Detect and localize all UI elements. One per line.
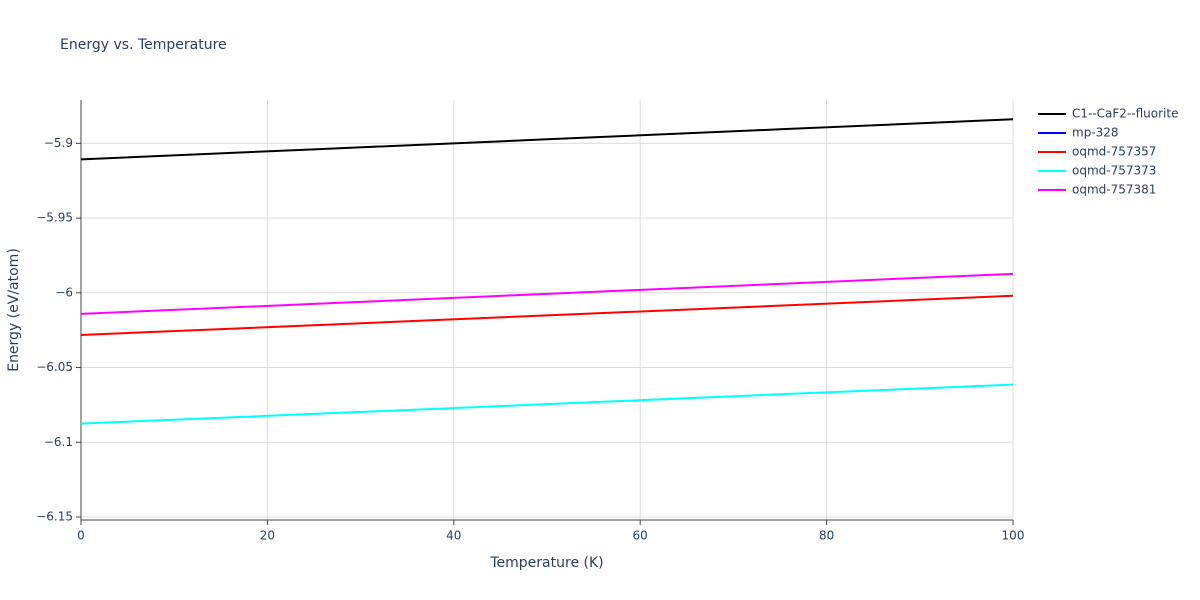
series-line	[80, 294, 1014, 336]
x-tick-label: 40	[446, 529, 461, 543]
y-tick-label: −6.15	[36, 510, 73, 524]
x-tick-label: 0	[77, 529, 85, 543]
y-tick-label: −6.05	[36, 360, 73, 374]
y-tick-label: −5.95	[36, 211, 73, 225]
x-tick-label: 100	[1002, 529, 1025, 543]
y-tick-label: −6.1	[44, 435, 73, 449]
y-tick-label: −5.9	[44, 136, 73, 150]
y-axis-title: Energy (eV/atom)	[6, 248, 22, 372]
chart-title: Energy vs. Temperature	[60, 37, 227, 53]
x-axis-title: Temperature (K)	[489, 555, 603, 571]
x-tick-label: 80	[819, 529, 834, 543]
legend-label: oqmd-757373	[1072, 164, 1156, 178]
series-line	[80, 383, 1014, 425]
x-tick-label: 60	[633, 529, 648, 543]
x-tick-label: 20	[260, 529, 275, 543]
y-tick-label: −6	[55, 285, 73, 299]
series-line	[80, 118, 1014, 161]
legend-label: oqmd-757357	[1072, 145, 1156, 159]
legend-label: oqmd-757381	[1072, 183, 1156, 197]
legend-label: C1--CaF2--fluorite	[1072, 107, 1178, 121]
legend-label: mp-328	[1072, 126, 1119, 140]
series-line	[80, 272, 1014, 315]
